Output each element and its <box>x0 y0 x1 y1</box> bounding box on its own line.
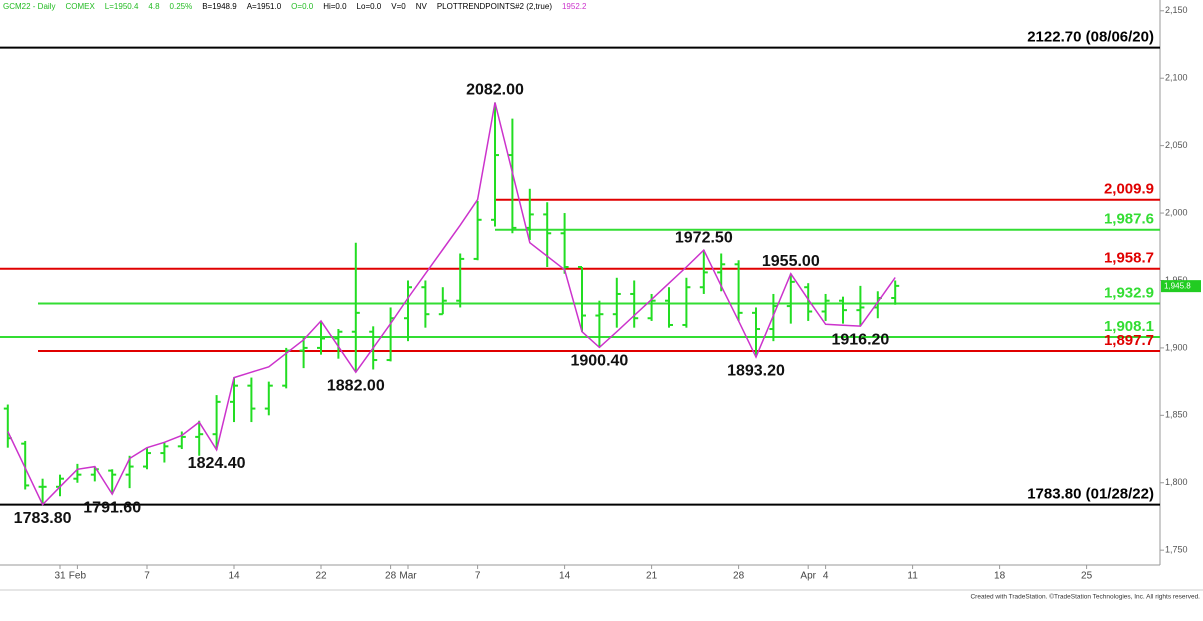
header-item: A=1951.0 <box>247 2 282 11</box>
header-item: GCM22 - Daily <box>3 2 55 11</box>
header-item: 0.25% <box>170 2 193 11</box>
x-tick-label: 18 <box>994 571 1006 582</box>
x-tick-label: 11 <box>907 571 918 582</box>
pivot-label: 1972.50 <box>675 229 733 246</box>
header-item: L=1950.4 <box>105 2 139 11</box>
y-tick-label: 2,100 <box>1165 73 1188 83</box>
level-label: 1,897.7 <box>1104 332 1154 349</box>
x-tick-label: 28 <box>385 571 397 582</box>
y-tick-label: 2,000 <box>1165 207 1188 217</box>
pivot-label: 1791.60 <box>83 499 141 516</box>
y-tick-label: 2,150 <box>1165 5 1188 15</box>
x-tick-label: 28 <box>733 571 745 582</box>
x-tick-label: 7 <box>475 571 481 582</box>
header-item: B=1948.9 <box>202 2 237 11</box>
x-tick-label: Apr <box>800 571 816 582</box>
footer: Created with TradeStation. ©TradeStation… <box>970 593 1200 601</box>
x-tick-label: 21 <box>646 571 658 582</box>
x-tick-label: 7 <box>144 571 150 582</box>
level-label: 1,908.1 <box>1104 318 1154 335</box>
y-tick-label: 1,750 <box>1165 545 1188 555</box>
level-label: 1,958.7 <box>1104 250 1154 267</box>
y-tick-label: 1,800 <box>1165 477 1188 487</box>
last-price-box <box>1161 280 1201 293</box>
pivot-label: 1783.80 <box>14 510 72 527</box>
x-tick-label: Mar <box>399 571 417 582</box>
x-tick-label: 14 <box>559 571 571 582</box>
x-tick-label: 31 <box>54 571 66 582</box>
x-tick-label: 22 <box>315 571 327 582</box>
pivot-label: 1882.00 <box>327 377 385 394</box>
header-item: V=0 <box>391 2 406 11</box>
pivot-label: 2082.00 <box>466 82 524 99</box>
trend-line <box>7 102 896 506</box>
y-tick-label: 1,900 <box>1165 342 1188 352</box>
header-item: 4.8 <box>148 2 160 11</box>
y-tick-label: 1,850 <box>1165 410 1188 420</box>
y-tick-label: 1,950 <box>1165 275 1188 285</box>
x-tick-label: 25 <box>1081 571 1093 582</box>
pivot-label: 1955.00 <box>762 253 820 270</box>
header-item: Hi=0.0 <box>323 2 347 11</box>
x-tick-label: 14 <box>228 571 240 582</box>
level-label: 1783.80 (01/28/22) <box>1027 486 1154 503</box>
x-tick-label: 4 <box>823 571 829 582</box>
level-label: 2122.70 (08/06/20) <box>1027 29 1154 46</box>
pivot-label: 1824.40 <box>188 455 246 472</box>
header-item: COMEX <box>65 2 95 11</box>
level-label: 1,932.9 <box>1104 285 1154 302</box>
level-label: 2,009.9 <box>1104 181 1154 198</box>
header-item: PLOTTRENDPOINTS#2 (2,true) <box>437 2 552 11</box>
pivot-label: 1916.20 <box>831 331 889 348</box>
y-tick-label: 2,050 <box>1165 140 1188 150</box>
header-item: Lo=0.0 <box>357 2 382 11</box>
header-item: 1952.2 <box>562 2 587 11</box>
header-item: NV <box>416 2 428 11</box>
last-price-label: 1,945.8 <box>1164 281 1191 290</box>
x-tick-label: Feb <box>69 571 87 582</box>
level-label: 1,987.6 <box>1104 211 1154 228</box>
pivot-label: 1900.40 <box>570 353 628 370</box>
header-item: O=0.0 <box>291 2 314 11</box>
pivot-label: 1893.20 <box>727 362 785 379</box>
